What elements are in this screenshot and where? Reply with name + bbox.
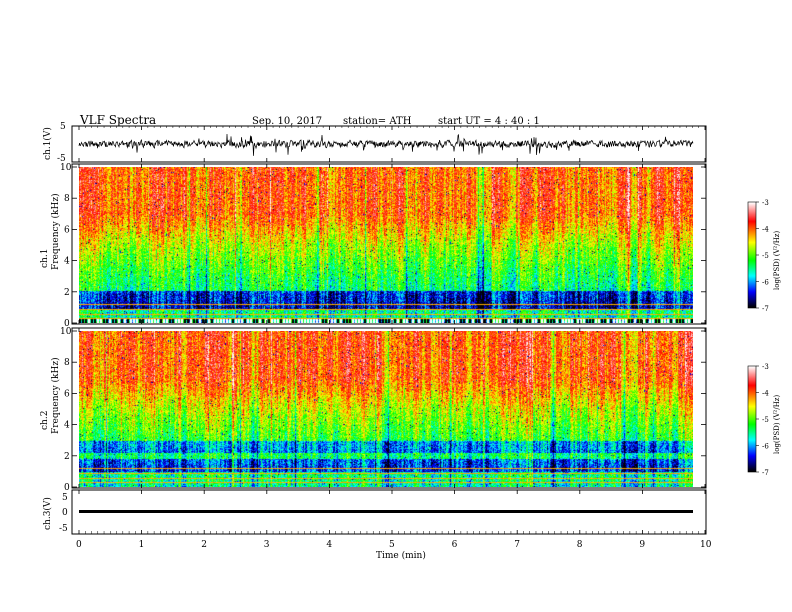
station-label: station= ATH — [343, 116, 412, 127]
spectrogram-ytick-label: 0 — [64, 483, 70, 493]
ch1-spectrogram-heatmap — [79, 167, 693, 323]
ch1-ylabel: ch.1(V) — [42, 127, 53, 160]
ch1-waveform-trace — [78, 133, 694, 156]
ch2-spectrogram-heatmap — [79, 331, 693, 487]
x-tick-label: 3 — [264, 540, 270, 550]
ch3-ylabel: ch.3(V) — [42, 497, 53, 530]
figure-title: VLF Spectra — [79, 113, 156, 127]
ch1-colorbar-label: log(PSD) (V²/Hz) — [773, 231, 781, 290]
ch1-ytick-top: 5 — [60, 122, 66, 132]
colorbar-tick-label: -4 — [762, 226, 769, 234]
spectrogram-ytick-label: 6 — [64, 389, 70, 399]
spectrogram-ytick-label: 6 — [64, 225, 70, 235]
spectrogram-ytick-label: 4 — [64, 257, 70, 267]
x-tick-label: 4 — [326, 540, 332, 550]
x-tick-label: 5 — [389, 540, 395, 550]
ch1-spectrogram-channel-label: ch.1 — [40, 249, 50, 268]
colorbar-tick-label: -3 — [762, 199, 769, 207]
x-tick-label: 0 — [76, 540, 82, 550]
colorbar-tick-label: -6 — [762, 279, 769, 287]
x-tick-label: 8 — [577, 540, 583, 550]
x-tick-label: 9 — [639, 540, 645, 550]
spectrogram-ytick-label: 2 — [64, 452, 70, 462]
ch3-ytick-mid: 0 — [62, 508, 68, 518]
spectrogram-ytick-label: 8 — [64, 194, 70, 204]
x-tick-label: 6 — [452, 540, 458, 550]
colorbar-tick-label: -3 — [762, 363, 769, 371]
x-tick-label: 7 — [514, 540, 520, 550]
ch1-spectrogram-ylabel: Frequency (kHz) — [50, 193, 61, 270]
ch2-spectrogram-channel-label: ch.2 — [40, 411, 50, 430]
ch3-waveform-trace — [79, 510, 693, 513]
spectrogram-ytick-label: 2 — [64, 288, 70, 298]
ch1-colorbar — [748, 202, 756, 308]
ch1-waveform-panel: 5 -5 ch.1(V) — [42, 122, 707, 164]
colorbar-tick-label: -5 — [762, 252, 769, 260]
spectrogram-ytick-label: 0 — [64, 319, 70, 329]
colorbar-tick-label: -7 — [762, 469, 769, 477]
spectrogram-ytick-label: 10 — [60, 327, 72, 337]
x-tick-label: 2 — [201, 540, 207, 550]
spectrogram-ytick-label: 4 — [64, 421, 70, 431]
ch1-ytick-bottom: -5 — [57, 154, 66, 164]
x-tick-label: 1 — [139, 540, 145, 550]
colorbar-tick-label: -6 — [762, 443, 769, 451]
start-time-label: start UT = 4 : 40 : 1 — [438, 116, 540, 127]
spectrogram-ytick-label: 8 — [64, 358, 70, 368]
ch3-waveform-panel: 5 0 -5 ch.3(V) — [42, 489, 707, 535]
ch2-spectrogram-ylabel: Frequency (kHz) — [50, 357, 61, 434]
x-axis-label: Time (min) — [376, 550, 426, 561]
x-tick-label: 10 — [700, 540, 712, 550]
ch2-colorbar-label: log(PSD) (V²/Hz) — [773, 395, 781, 454]
colorbar-tick-label: -4 — [762, 390, 769, 398]
spectrogram-ytick-label: 10 — [60, 163, 72, 173]
colorbar-tick-label: -5 — [762, 416, 769, 424]
ch3-ytick-bottom: -5 — [59, 524, 68, 534]
colorbar-tick-label: -7 — [762, 305, 769, 313]
ch3-ytick-top: 5 — [62, 493, 68, 503]
date-label: Sep. 10, 2017 — [252, 116, 322, 127]
ch2-colorbar — [748, 366, 756, 472]
